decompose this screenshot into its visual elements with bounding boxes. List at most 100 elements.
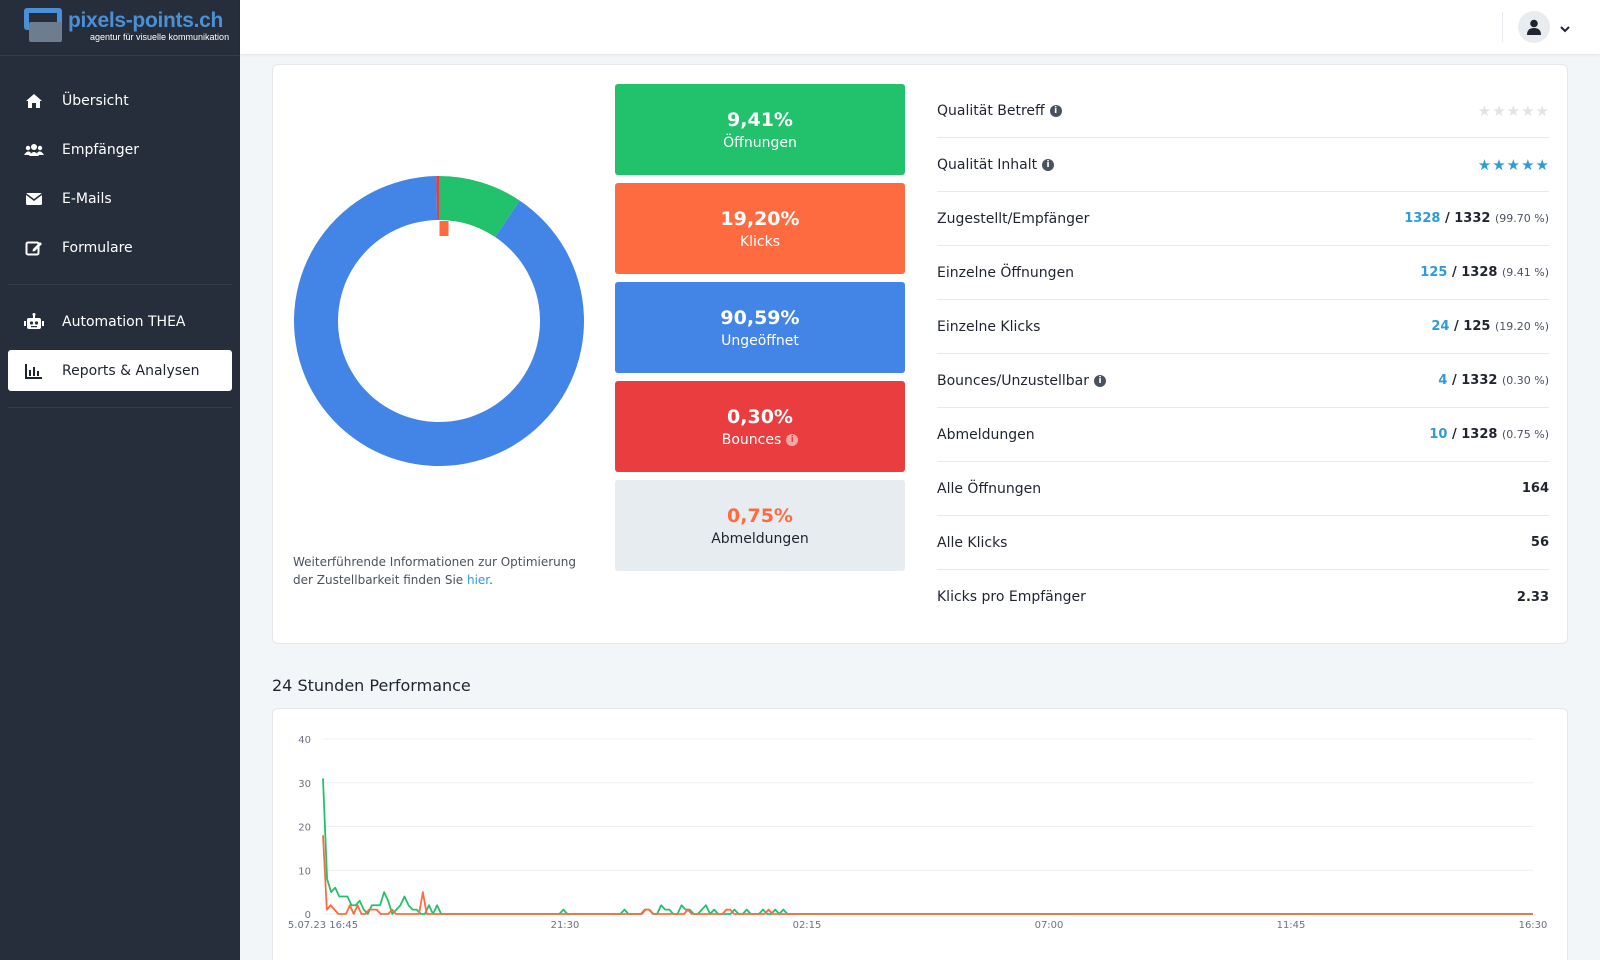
metric-unique-clicks: Einzelne Klicks 24 / 125 (19.20 %) — [937, 300, 1549, 354]
star-rating: ★ ★ ★ ★ ★ — [1478, 103, 1549, 119]
star-icon: ★ — [1535, 155, 1549, 174]
star-icon: ★ — [1477, 155, 1492, 174]
star-icon: ★ — [1535, 101, 1549, 120]
user-menu-button[interactable] — [1518, 11, 1570, 43]
stats-card: Weiterführende Informationen zur Optimie… — [272, 64, 1568, 644]
sidebar-item-automation[interactable]: Automation THEA — [8, 301, 232, 342]
sidebar-item-label: E-Mails — [62, 190, 112, 207]
y-tick-label: 40 — [298, 735, 311, 746]
metric-unsubscribes: Abmeldungen 10 / 1328 (0.75 %) — [937, 408, 1549, 462]
metric-delivered: Zugestellt/Empfänger 1328 / 1332 (99.70 … — [937, 192, 1549, 246]
sidebar-item-formulare[interactable]: Formulare — [8, 227, 232, 268]
metric-label: Qualität Betreff — [937, 102, 1045, 119]
metric-label: Qualität Inhalt — [937, 156, 1038, 173]
info-icon[interactable]: i — [1093, 374, 1106, 387]
home-icon — [24, 91, 44, 111]
metric-value: 1328 / 1332 (99.70 %) — [1404, 211, 1549, 226]
info-icon[interactable]: i — [786, 433, 799, 446]
star-icon: ★ — [1506, 101, 1521, 120]
edit-form-icon — [24, 238, 44, 258]
metric-value: 164 — [1521, 481, 1549, 496]
tile-label: Bounces — [721, 431, 782, 448]
metric-all-clicks: Alle Klicks 56 — [937, 516, 1549, 570]
series-line-0 — [322, 778, 1533, 915]
metrics-list: Qualität Betreff i ★ ★ ★ ★ ★ Qualität Inhalt i… — [937, 84, 1549, 624]
bar-chart-icon — [24, 361, 44, 381]
metric-value: 56 — [1530, 535, 1549, 550]
info-icon[interactable]: i — [1049, 104, 1062, 117]
brand-logo[interactable]: pixels-points.ch agentur für visuelle ko… — [0, 0, 240, 56]
y-tick-label: 30 — [298, 779, 311, 790]
deliverability-link[interactable]: hier — [466, 573, 490, 587]
y-tick-label: 10 — [298, 866, 311, 877]
envelope-icon — [24, 189, 44, 209]
stat-tiles: 9,41% Öffnungen 19,20% Klicks 90,59% Ung… — [615, 84, 905, 579]
tile-percent: 9,41% — [727, 108, 793, 131]
performance-card: 0 10 20 30 40 5.07.23 16:45 21:30 02:15 07:00 11:… — [272, 708, 1568, 960]
star-rating: ★ ★ ★ ★ ★ — [1478, 157, 1549, 173]
topbar — [240, 0, 1600, 54]
metric-label: Alle Öffnungen — [937, 480, 1042, 497]
donut-slice-öffnungen[interactable] — [439, 176, 520, 238]
star-icon: ★ — [1521, 101, 1535, 120]
metric-label: Klicks pro Empfänger — [937, 589, 1086, 605]
sidebar-divider — [8, 407, 232, 408]
tile-percent: 0,30% — [727, 405, 793, 428]
section-title: 24 Stunden Performance — [272, 676, 471, 695]
tile-unsubscribes: 0,75% Abmeldungen — [615, 480, 905, 571]
metric-value: 2.33 — [1516, 589, 1549, 605]
topbar-divider — [1502, 12, 1503, 42]
sidebar-item-label: Formulare — [62, 239, 133, 256]
sidebar-divider — [8, 284, 232, 285]
brand-tagline: agentur für visuelle kommunikation — [90, 32, 230, 42]
tile-label: Klicks — [739, 233, 781, 250]
sidebar: pixels-points.ch agentur für visuelle ko… — [0, 0, 240, 960]
tile-percent: 0,75% — [727, 504, 793, 527]
users-icon — [24, 140, 44, 160]
brand-name: pixels-points.ch — [68, 9, 224, 32]
x-tick-label: 02:15 — [793, 920, 822, 931]
tile-label: Ungeöffnet — [721, 332, 799, 349]
tile-percent: 90,59% — [720, 306, 800, 329]
metric-bounces: Bounces/Unzustellbar i 4 / 1332 (0.30 %) — [937, 354, 1549, 408]
metric-quality-subject: Qualität Betreff i ★ ★ ★ ★ ★ — [937, 84, 1549, 138]
deliverability-note: Weiterführende Informationen zur Optimie… — [293, 555, 576, 587]
chevron-down-icon — [1560, 18, 1570, 37]
donut-slice-bounces[interactable] — [436, 176, 439, 221]
metric-label: Alle Klicks — [937, 534, 1008, 551]
donut-slice-ungeöffnet[interactable] — [294, 176, 584, 467]
donut-marker-klicks — [439, 221, 449, 236]
sidebar-item-uebersicht[interactable]: Übersicht — [8, 80, 232, 121]
sidebar-nav: Übersicht Empfänger E-Mails Formulare A — [0, 56, 240, 408]
metric-label: Bounces/Unzustellbar — [937, 372, 1089, 389]
sidebar-item-empfaenger[interactable]: Empfänger — [8, 129, 232, 170]
sidebar-item-label: Übersicht — [62, 92, 129, 109]
tile-label: Abmeldungen — [711, 530, 809, 547]
metric-label: Einzelne Öffnungen — [937, 264, 1075, 281]
metric-value: 10 / 1328 (0.75 %) — [1429, 427, 1549, 442]
metric-value: 4 / 1332 (0.30 %) — [1438, 373, 1549, 388]
metric-clicks-per-recipient: Klicks pro Empfänger 2.33 — [937, 570, 1549, 624]
info-icon[interactable]: i — [1042, 158, 1055, 171]
sidebar-item-emails[interactable]: E-Mails — [8, 178, 232, 219]
sidebar-item-label: Empfänger — [62, 141, 140, 158]
metric-unique-opens: Einzelne Öffnungen 125 / 1328 (9.41 %) — [937, 246, 1549, 300]
tile-bounces: 0,30% Bounces i — [615, 381, 905, 472]
star-icon: ★ — [1492, 101, 1506, 120]
metric-value: 24 / 125 (19.20 %) — [1431, 319, 1549, 334]
tile-clicks: 19,20% Klicks — [615, 183, 905, 274]
logo-mark-icon — [24, 8, 64, 44]
user-icon — [1518, 11, 1550, 43]
tile-label: Öffnungen — [723, 134, 797, 151]
x-tick-label: 16:30 — [1519, 920, 1548, 931]
metric-value: 125 / 1328 (9.41 %) — [1420, 265, 1549, 280]
y-tick-label: 20 — [298, 823, 311, 834]
x-tick-label: 21:30 — [551, 920, 580, 931]
tile-unopened: 90,59% Ungeöffnet — [615, 282, 905, 373]
sidebar-item-reports[interactable]: Reports & Analysen — [8, 350, 232, 391]
metric-label: Abmeldungen — [937, 426, 1035, 443]
metric-label: Zugestellt/Empfänger — [937, 210, 1090, 227]
star-icon: ★ — [1477, 101, 1492, 120]
x-tick-label: 07:00 — [1035, 920, 1064, 931]
y-tick-label: 0 — [305, 910, 311, 921]
